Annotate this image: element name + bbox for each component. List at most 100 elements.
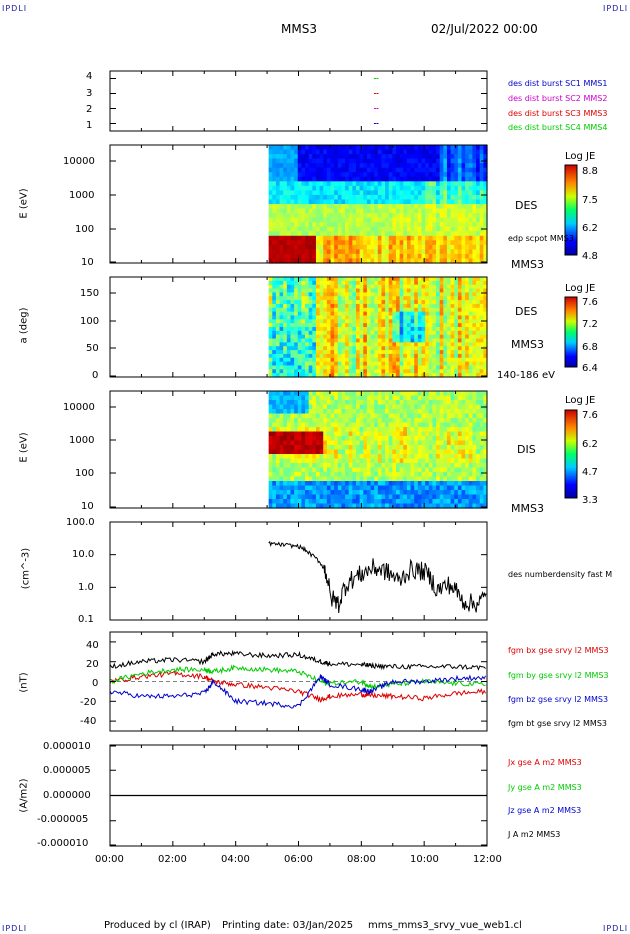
spectrogram-cell	[443, 296, 448, 301]
spectrogram-cell	[294, 413, 299, 419]
spectrogram-cell	[312, 463, 317, 469]
spectrogram-cell	[334, 440, 339, 446]
spectrogram-cell	[326, 499, 332, 505]
spectrogram-cell	[312, 436, 317, 442]
spectrogram-cell	[410, 427, 415, 433]
spectrogram-cell	[483, 185, 488, 191]
spectrogram-cell	[305, 185, 310, 191]
spectrogram-cell	[454, 249, 459, 255]
spectrogram-cell	[414, 346, 419, 351]
spectrogram-cell	[272, 154, 277, 160]
spectrogram-cell	[454, 199, 459, 205]
spectrogram-cell	[446, 485, 452, 491]
spectrogram-cell	[352, 311, 357, 317]
spectrogram-cell	[436, 463, 441, 469]
spectrogram-cell	[388, 311, 393, 317]
spectrogram-cell	[279, 463, 284, 469]
spectrogram-cell	[432, 436, 437, 442]
spectrogram-cell	[476, 400, 481, 406]
spectrogram-cell	[439, 463, 444, 469]
spectrogram-cell	[410, 181, 415, 187]
spectrogram-cell	[410, 277, 415, 282]
spectrogram-cell	[359, 213, 364, 219]
spectrogram-cell	[479, 454, 484, 460]
spectrogram-cell	[457, 172, 463, 178]
spectrogram-cell	[283, 330, 288, 336]
spectrogram-cell	[385, 213, 390, 219]
spectrogram-cell	[312, 490, 317, 496]
spectrogram-cell	[297, 404, 303, 410]
spectrogram-cell	[297, 300, 303, 305]
spectrogram-cell	[359, 350, 364, 355]
spectrogram-cell	[476, 253, 481, 260]
spectrogram-cell	[334, 172, 339, 178]
spectrogram-cell	[385, 172, 390, 178]
spectrogram-cell	[450, 303, 455, 309]
spectrogram-cell	[476, 476, 481, 482]
spectrogram-cell	[479, 353, 484, 359]
spectrogram-cell	[414, 327, 419, 332]
spectrogram-cell	[334, 346, 339, 351]
spectrogram-cell	[323, 494, 328, 500]
spectrogram-cell	[439, 369, 444, 374]
spectrogram-cell	[479, 503, 484, 509]
spectrogram-cell	[425, 369, 430, 374]
spectrogram-cell	[472, 330, 477, 336]
spectrogram-cell	[468, 369, 474, 374]
spectrogram-cell	[355, 463, 361, 469]
spectrogram-cell	[334, 158, 339, 164]
spectrogram-cell	[443, 350, 448, 355]
spectrogram-cell	[465, 280, 470, 286]
spectrogram-cell	[272, 373, 277, 378]
spectrogram-cell	[370, 436, 375, 442]
spectrogram-cell	[428, 311, 434, 317]
spectrogram-cell	[334, 404, 339, 410]
spectrogram-cell	[326, 350, 332, 355]
spectrogram-cell	[396, 244, 401, 250]
spectrogram-cell	[283, 400, 288, 406]
spectrogram-cell	[286, 445, 292, 451]
spectrogram-cell	[457, 361, 463, 367]
spectrogram-cell	[439, 292, 444, 297]
spectrogram-cell	[319, 418, 324, 424]
spectrogram-cell	[446, 226, 452, 232]
spectrogram-cell	[315, 449, 321, 455]
spectrogram-cell	[374, 176, 379, 182]
spectrogram-cell	[468, 330, 474, 336]
spectrogram-cell	[377, 208, 383, 214]
spectrogram-cell	[385, 334, 390, 340]
spectrogram-cell	[341, 172, 346, 178]
spectrogram-cell	[468, 400, 474, 406]
spectrogram-cell	[476, 427, 481, 433]
spectrogram-cell	[439, 445, 444, 451]
spectrogram-cell	[290, 449, 295, 455]
spectrogram-cell	[417, 342, 423, 347]
spectrogram-cell	[363, 194, 368, 201]
spectrogram-cell	[279, 467, 284, 473]
spectrogram-cell	[414, 472, 419, 478]
spectrogram-cell	[377, 323, 383, 328]
spectrogram-cell	[348, 280, 353, 286]
spectrogram-cell	[363, 369, 368, 374]
spectrogram-cell	[308, 350, 313, 355]
spectrogram-cell	[272, 284, 277, 290]
spectrogram-cell	[388, 365, 393, 370]
spectrogram-cell	[355, 277, 361, 282]
spectrogram-cell	[468, 476, 474, 482]
spectrogram-cell	[406, 485, 412, 491]
spectrogram-cell	[479, 296, 484, 301]
spectrogram-cell	[374, 503, 379, 509]
spectrogram-cell	[406, 253, 412, 260]
spectrogram-cell	[334, 503, 339, 509]
spectrogram-cell	[334, 167, 339, 173]
spectrogram-cell	[345, 185, 350, 191]
spectrogram-cell	[381, 296, 386, 301]
spectrogram-cell	[305, 311, 310, 317]
spectrogram-cell	[421, 499, 426, 505]
spectrogram-cell	[272, 418, 277, 424]
spectrogram-cell	[483, 167, 488, 173]
spectrogram-cell	[363, 323, 368, 328]
spectrogram-cell	[352, 176, 357, 182]
spectrogram-cell	[319, 204, 324, 210]
spectrogram-cell	[428, 454, 434, 460]
